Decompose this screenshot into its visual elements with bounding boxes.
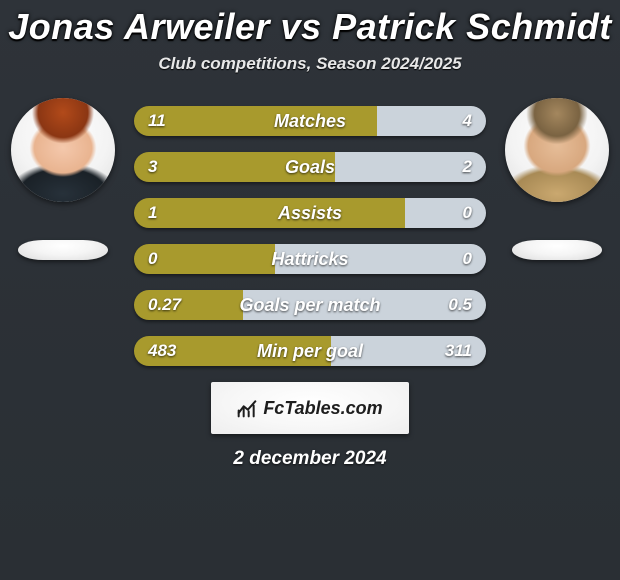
stat-bar: Goals per match0.270.5 (134, 290, 486, 320)
player-left-col (10, 98, 116, 260)
chart-icon (237, 398, 257, 418)
player-left-club-badge (18, 240, 108, 260)
main-row: Matches114 Goals32 Assists10 Hattricks00 Goa… (0, 98, 620, 366)
stat-bar: Hattricks00 (134, 244, 486, 274)
stat-bar-right-fill (331, 336, 486, 366)
player-left-avatar (11, 98, 115, 202)
stat-bar-right-fill (275, 244, 486, 274)
stat-bar: Min per goal483311 (134, 336, 486, 366)
stat-bar-right-fill (377, 106, 486, 136)
stat-bar-right-fill (335, 152, 486, 182)
page-subtitle: Club competitions, Season 2024/2025 (0, 54, 620, 74)
player-right-col (504, 98, 610, 260)
stat-bar-right-fill (405, 198, 486, 228)
stat-bars: Matches114 Goals32 Assists10 Hattricks00 Goa… (134, 98, 486, 366)
stat-bar-left-fill (134, 106, 377, 136)
stat-bar-left-fill (134, 336, 331, 366)
stat-bar-right-fill (243, 290, 486, 320)
stat-bar: Assists10 (134, 198, 486, 228)
brand-box: FcTables.com (211, 382, 409, 434)
player-right-club-badge (512, 240, 602, 260)
stat-bar: Goals32 (134, 152, 486, 182)
comparison-infographic: Jonas Arweiler vs Patrick Schmidt Club c… (0, 0, 620, 580)
stat-bar-left-fill (134, 290, 243, 320)
player-right-avatar (505, 98, 609, 202)
brand-text: FcTables.com (263, 398, 382, 419)
page-title: Jonas Arweiler vs Patrick Schmidt (0, 6, 620, 48)
date-line: 2 december 2024 (0, 448, 620, 470)
stat-bar-left-fill (134, 244, 275, 274)
stat-bar-left-fill (134, 152, 335, 182)
stat-bar-left-fill (134, 198, 405, 228)
stat-bar: Matches114 (134, 106, 486, 136)
